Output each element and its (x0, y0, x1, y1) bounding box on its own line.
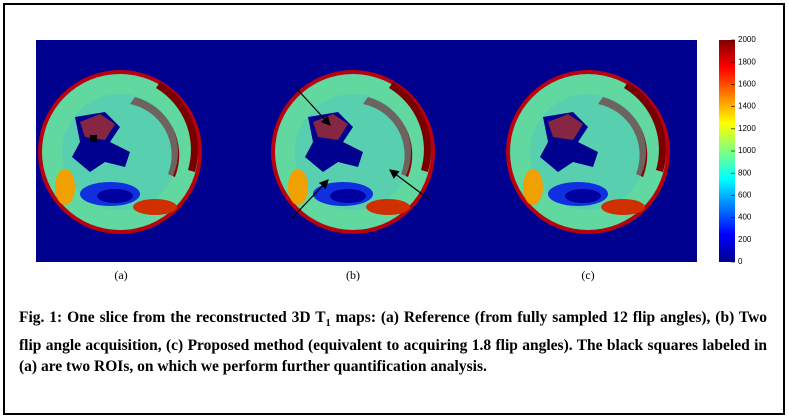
colorbar-tick-label: 200 (738, 235, 752, 244)
t1-map (506, 70, 670, 234)
caption-text: Fig. 1: One slice from the reconstructed… (19, 309, 326, 326)
panel-label: (b) (346, 268, 360, 282)
colorbar-tick-label: 600 (738, 191, 752, 200)
colorbar-tick-label: 1800 (738, 57, 756, 66)
panel-label: (c) (581, 268, 594, 282)
roi-square (90, 135, 97, 142)
colorbar-tick-label: 400 (738, 213, 752, 222)
t1-map (38, 70, 202, 234)
figure: (a) (b) (c) 0 200 400 600 800 1000 1200 1400 160… (0, 0, 788, 300)
colorbar-tick-label: 2000 (738, 35, 756, 44)
panel-label: (a) (114, 268, 127, 282)
colorbar-tick-label: 1600 (738, 80, 756, 89)
colorbar-tick-label: 1000 (738, 146, 756, 155)
colorbar-tick-label: 800 (738, 168, 752, 177)
colorbar-tick-label: 0 (738, 257, 743, 266)
colorbar-tick-label: 1400 (738, 102, 756, 111)
t1-map (271, 70, 435, 234)
caption: Fig. 1: One slice from the reconstructed… (19, 307, 767, 378)
colorbar-tick-label: 1200 (738, 124, 756, 133)
